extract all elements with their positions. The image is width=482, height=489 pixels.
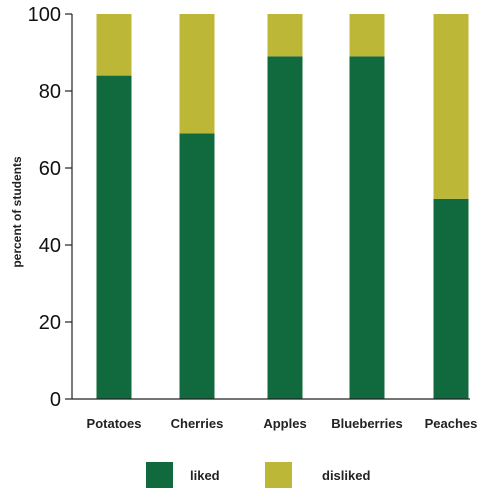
- bar-segment-disliked-apples: [267, 14, 303, 57]
- bar-segment-liked-blueberries: [349, 56, 385, 399]
- bar-segment-disliked-potatoes: [96, 14, 132, 76]
- bar-segment-disliked-cherries: [179, 14, 215, 134]
- y-axis-title: percent of students: [10, 156, 24, 268]
- y-tick-label: 0: [50, 389, 61, 411]
- bars: [96, 14, 469, 399]
- y-tick-label: 100: [28, 4, 61, 26]
- x-tick-label: Peaches: [425, 416, 478, 431]
- x-tick-label: Blueberries: [331, 416, 403, 431]
- bar-segment-disliked-peaches: [433, 14, 469, 199]
- legend-label-liked: liked: [190, 468, 220, 483]
- legend-swatch-liked: [146, 462, 173, 488]
- y-tick-label: 60: [39, 158, 61, 180]
- x-tick-label: Apples: [263, 416, 306, 431]
- x-axis-labels: Potatoes Cherries Apples Blueberries Peaches: [87, 416, 478, 431]
- legend-swatch-disliked: [265, 462, 292, 488]
- bar-segment-liked-cherries: [179, 133, 215, 399]
- legend-label-disliked: disliked: [322, 468, 370, 483]
- legend: liked disliked: [146, 462, 370, 488]
- y-tick-label: 20: [39, 312, 61, 334]
- bar-segment-liked-apples: [267, 56, 303, 399]
- bar-segment-liked-peaches: [433, 198, 469, 399]
- x-tick-label: Potatoes: [87, 416, 142, 431]
- y-tick-label: 80: [39, 81, 61, 103]
- y-tick-label: 40: [39, 235, 61, 257]
- x-tick-label: Cherries: [171, 416, 224, 431]
- y-axis-ticks: 0 20 40 60 80 100: [28, 4, 72, 411]
- bar-segment-disliked-blueberries: [349, 14, 385, 57]
- bar-segment-liked-potatoes: [96, 75, 132, 399]
